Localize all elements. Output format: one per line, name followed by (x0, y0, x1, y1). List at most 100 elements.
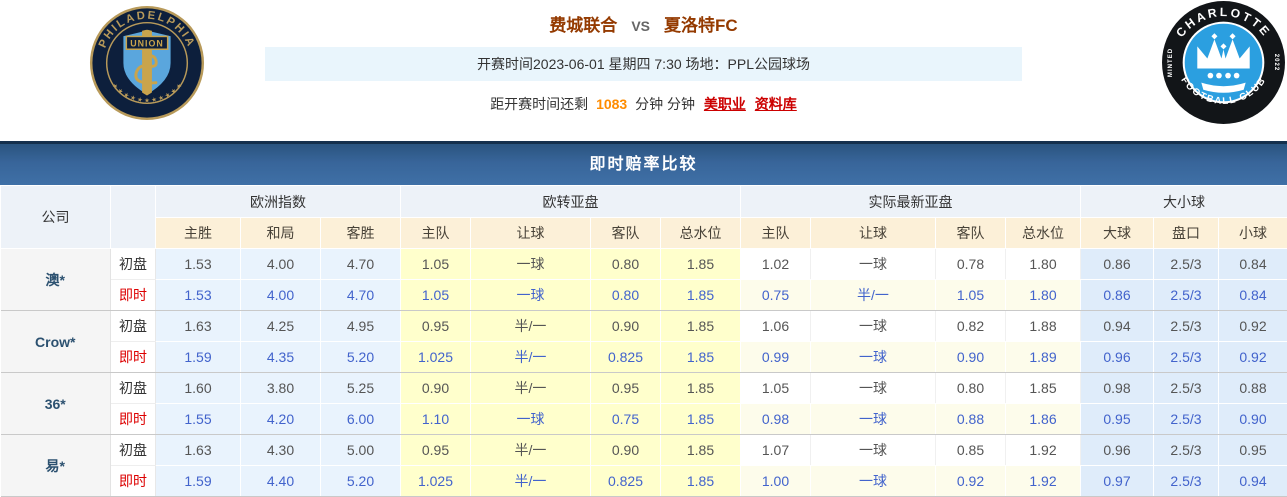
col-header: 小球 (1219, 218, 1287, 249)
odds-cell: 2.5/3 (1154, 466, 1219, 497)
col-header: 盘口 (1154, 218, 1219, 249)
charlotte-year-text: 2022 (1273, 54, 1279, 71)
odds-cell: 1.05 (401, 249, 471, 280)
odds-cell: 0.99 (741, 342, 811, 373)
odds-cell: 0.85 (936, 435, 1006, 466)
col-header: 主队 (401, 218, 471, 249)
odds-cell: 1.85 (661, 466, 741, 497)
col-header: 大球 (1081, 218, 1154, 249)
odds-cell: 2.5/3 (1154, 249, 1219, 280)
odds-cell: 0.98 (741, 404, 811, 435)
philadelphia-union-logo-icon: PHILADELPHIA ★ ★ ★ ★ ★ ★ ★ ★ ★ ★ ★ UNION (88, 4, 206, 122)
database-link[interactable]: 资料库 (755, 96, 797, 112)
odds-cell: 4.35 (241, 342, 321, 373)
away-team-name: 夏洛特FC (664, 16, 738, 35)
odds-cell: 0.95 (401, 435, 471, 466)
odds-cell: 1.85 (661, 249, 741, 280)
col-header: 总水位 (1006, 218, 1081, 249)
countdown-minutes: 1083 (596, 96, 627, 112)
row-type-label-live: 即时 (111, 466, 156, 497)
group-header-latest-asia: 实际最新亚盘 (741, 186, 1081, 218)
odds-cell: 0.75 (591, 404, 661, 435)
odds-cell: 2.5/3 (1154, 311, 1219, 342)
odds-cell: 4.00 (241, 280, 321, 311)
odds-cell: 1.88 (1006, 311, 1081, 342)
col-header: 让球 (811, 218, 936, 249)
row-type-label-live: 即时 (111, 342, 156, 373)
odds-cell: 0.92 (1219, 311, 1287, 342)
odds-cell: 5.20 (321, 342, 401, 373)
sub-header-row: 主胜 和局 客胜 主队 让球 客队 总水位 主队 让球 客队 总水位 大球 盘口… (1, 218, 1287, 249)
odds-cell: 1.92 (1006, 466, 1081, 497)
odds-cell: 半/一 (811, 280, 936, 311)
odds-cell: 1.92 (1006, 435, 1081, 466)
odds-cell: 0.82 (936, 311, 1006, 342)
odds-cell: 4.95 (321, 311, 401, 342)
odds-cell: 1.06 (741, 311, 811, 342)
odds-cell: 0.92 (936, 466, 1006, 497)
col-header: 客队 (936, 218, 1006, 249)
odds-cell: 0.96 (1081, 342, 1154, 373)
odds-cell: 1.85 (661, 280, 741, 311)
odds-cell: 1.85 (661, 311, 741, 342)
odds-cell: 5.20 (321, 466, 401, 497)
odds-cell: 0.95 (591, 373, 661, 404)
odds-cell: 0.825 (591, 342, 661, 373)
countdown-suffix: 分钟 分钟 (635, 96, 695, 112)
odds-cell: 0.90 (1219, 404, 1287, 435)
union-shield-text: UNION (130, 38, 163, 48)
odds-cell: 2.5/3 (1154, 404, 1219, 435)
odds-cell: 1.05 (401, 280, 471, 311)
odds-cell: 半/一 (471, 435, 591, 466)
row-type-label-initial: 初盘 (111, 311, 156, 342)
odds-cell: 1.63 (156, 311, 241, 342)
odds-cell: 0.88 (936, 404, 1006, 435)
row-type-label-initial: 初盘 (111, 249, 156, 280)
odds-cell: 4.25 (241, 311, 321, 342)
odds-cell: 1.80 (1006, 280, 1081, 311)
charlotte-fc-logo-icon: CHARLOTTE FOOTBALL CLUB MINTED 2022 (1161, 0, 1286, 125)
section-title-banner: 即时赔率比较 (0, 141, 1287, 185)
odds-cell: 1.85 (661, 404, 741, 435)
home-team-name: 费城联合 (549, 16, 617, 35)
odds-cell: 0.92 (1219, 342, 1287, 373)
odds-cell: 一球 (811, 249, 936, 280)
league-link[interactable]: 美职业 (704, 96, 746, 112)
odds-cell: 一球 (811, 435, 936, 466)
row-type-label-initial: 初盘 (111, 373, 156, 404)
col-header: 总水位 (661, 218, 741, 249)
row-type-column-header (111, 186, 156, 249)
group-header-euro-to-asia: 欧转亚盘 (401, 186, 741, 218)
odds-cell: 一球 (811, 311, 936, 342)
odds-cell: 0.78 (936, 249, 1006, 280)
odds-cell: 一球 (811, 373, 936, 404)
odds-cell: 1.53 (156, 249, 241, 280)
odds-cell: 0.98 (1081, 373, 1154, 404)
odds-cell: 1.10 (401, 404, 471, 435)
group-header-euro: 欧洲指数 (156, 186, 401, 218)
odds-cell: 1.80 (1006, 249, 1081, 280)
odds-cell: 2.5/3 (1154, 280, 1219, 311)
odds-cell: 0.80 (936, 373, 1006, 404)
odds-cell: 4.30 (241, 435, 321, 466)
odds-cell: 1.63 (156, 435, 241, 466)
col-header: 客胜 (321, 218, 401, 249)
odds-cell: 0.90 (591, 435, 661, 466)
odds-cell: 0.96 (1081, 435, 1154, 466)
group-header-over-under: 大小球 (1081, 186, 1287, 218)
odds-cell: 0.86 (1081, 280, 1154, 311)
company-name: 易* (1, 435, 111, 497)
odds-cell: 一球 (471, 404, 591, 435)
odds-cell: 1.05 (936, 280, 1006, 311)
odds-cell: 0.94 (1219, 466, 1287, 497)
odds-cell: 1.55 (156, 404, 241, 435)
odds-cell: 4.40 (241, 466, 321, 497)
odds-cell: 一球 (471, 280, 591, 311)
